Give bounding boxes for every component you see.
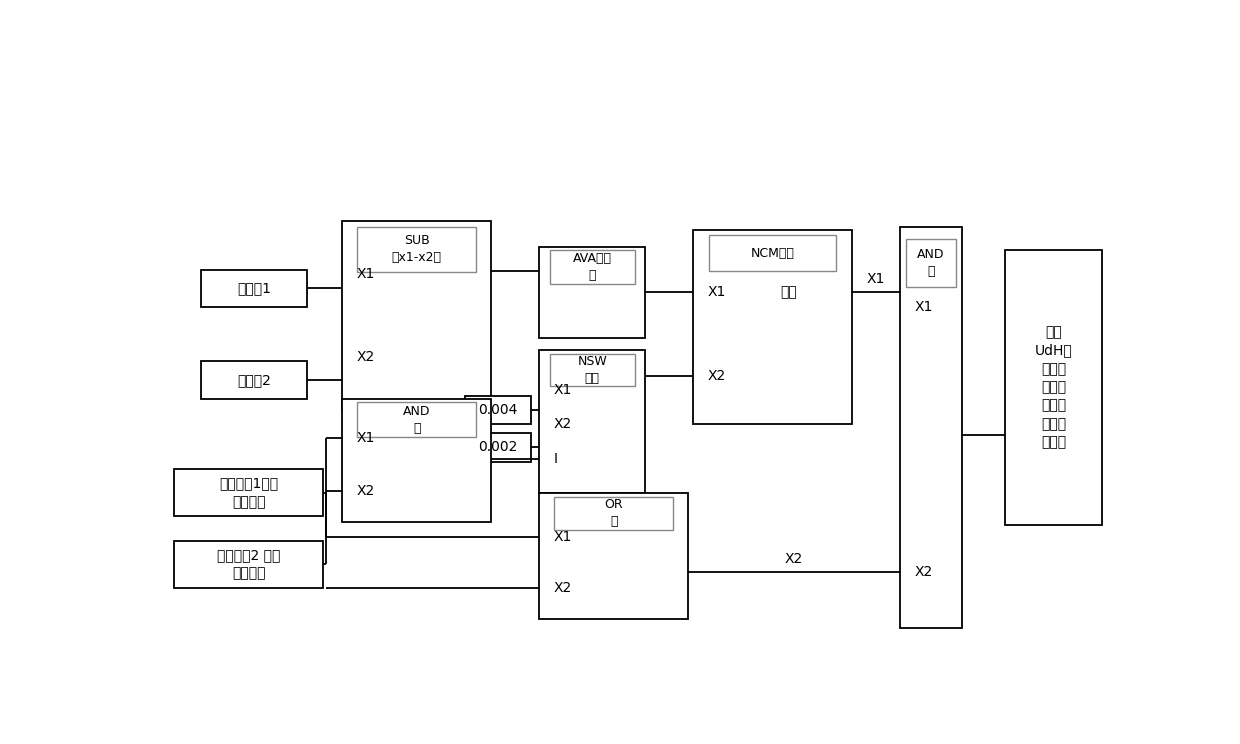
Text: X2: X2	[357, 484, 374, 498]
Bar	[201, 270, 306, 307]
Text: X1: X1	[867, 272, 885, 286]
Text: I: I	[554, 452, 558, 466]
Bar	[709, 236, 836, 271]
Text: 测量值2: 测量值2	[237, 373, 270, 387]
Bar	[174, 541, 324, 588]
Text: 测量值1: 测量值1	[237, 281, 272, 295]
Text: X1: X1	[357, 431, 376, 445]
Bar	[551, 249, 635, 284]
Bar	[551, 354, 635, 385]
Text: SUB
（x1-x2）: SUB （x1-x2）	[392, 234, 441, 264]
Text: X2: X2	[554, 580, 572, 594]
Text: NSW
选择: NSW 选择	[578, 355, 608, 385]
Bar	[1006, 250, 1101, 525]
Bar	[465, 396, 531, 424]
Text: X2: X2	[914, 565, 932, 579]
Bar	[554, 497, 673, 530]
Text: X1: X1	[914, 300, 932, 314]
Text: 0.004: 0.004	[479, 403, 518, 417]
Text: X1: X1	[357, 267, 376, 281]
Text: X1: X1	[554, 530, 572, 545]
Text: 本极阀组2 触发
脉冲使能: 本极阀组2 触发 脉冲使能	[217, 548, 280, 580]
Text: AND
与: AND 与	[918, 248, 945, 278]
Bar	[357, 403, 476, 437]
Bar	[693, 230, 852, 424]
Text: X2: X2	[708, 369, 725, 382]
Text: 0.002: 0.002	[479, 440, 518, 455]
Bar	[906, 239, 956, 287]
Text: 本极阀组1触发
脉冲使能: 本极阀组1触发 脉冲使能	[219, 476, 278, 509]
Bar	[539, 247, 645, 339]
Text: X2: X2	[785, 552, 804, 566]
Bar	[465, 433, 531, 461]
Bar	[342, 221, 491, 410]
Text: 产生
UdH测
量异常
的事件
记录，
触发故
障录波: 产生 UdH测 量异常 的事件 记录， 触发故 障录波	[1034, 325, 1073, 449]
Text: NCM比较: NCM比较	[750, 246, 795, 260]
Text: AND
与: AND 与	[403, 405, 430, 434]
Bar	[201, 362, 306, 399]
Bar	[174, 469, 324, 516]
Bar	[357, 227, 476, 272]
Text: 大于: 大于	[780, 285, 797, 299]
Bar	[539, 350, 645, 493]
Text: X1: X1	[708, 285, 725, 299]
Text: OR
或: OR 或	[605, 498, 624, 528]
Bar	[539, 493, 688, 619]
Text: X1: X1	[554, 383, 572, 397]
Bar	[900, 227, 962, 628]
Bar	[342, 399, 491, 522]
Text: X2: X2	[357, 350, 374, 364]
Text: AVA绝对
值: AVA绝对 值	[573, 252, 611, 282]
Text: X2: X2	[554, 417, 572, 432]
